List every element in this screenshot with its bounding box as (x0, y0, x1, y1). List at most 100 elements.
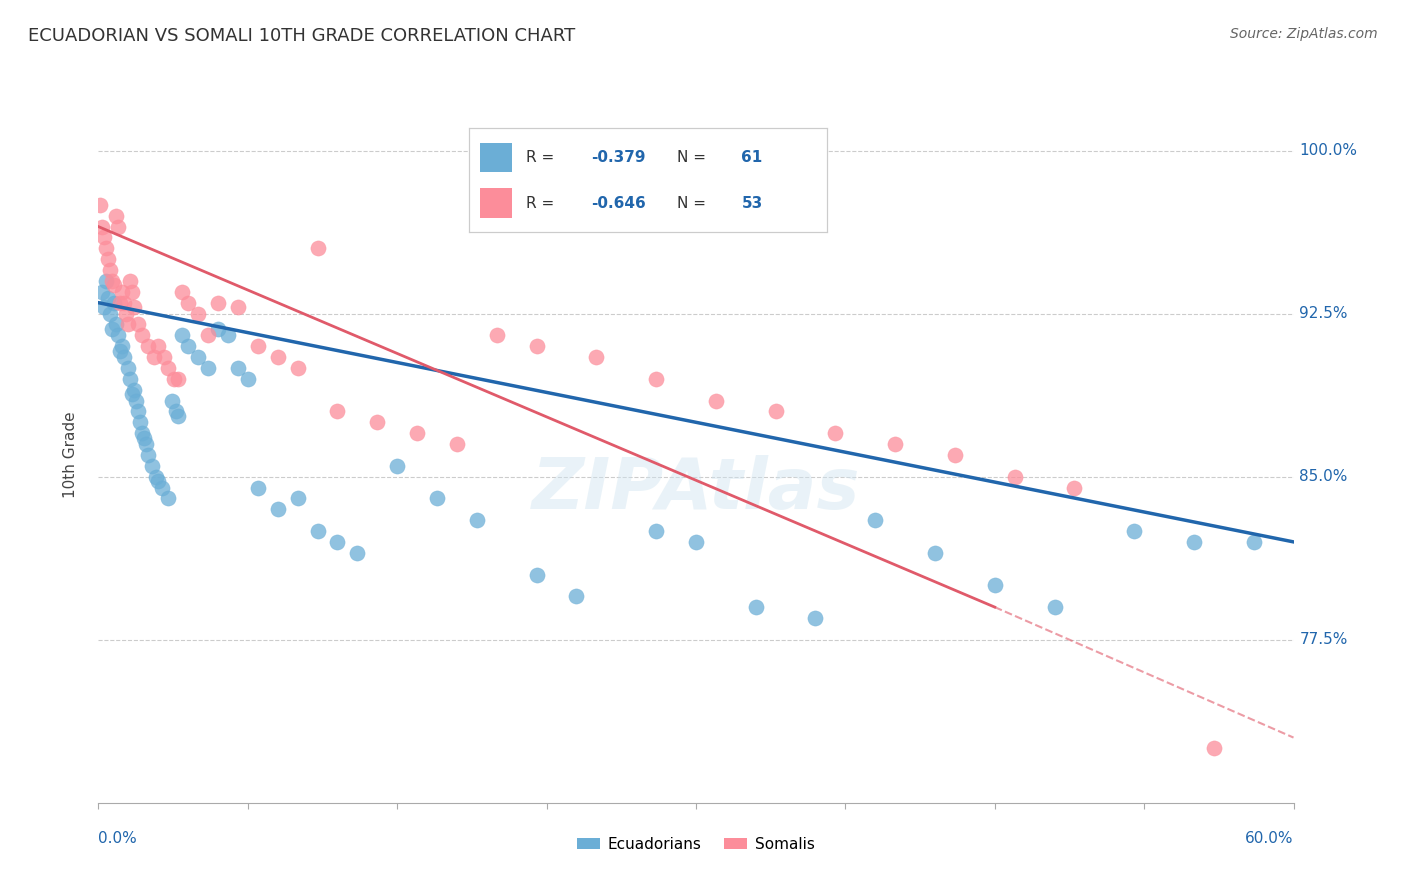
Point (824, 426, 846, 441)
Point (943, 448, 966, 462)
Point (121, 285, 143, 299)
Point (101, 322, 124, 336)
Y-axis label: 10th Grade: 10th Grade (63, 411, 77, 499)
Point (145, 469, 167, 483)
Point (267, 350, 290, 364)
Point (526, 339, 548, 353)
Point (136, 448, 159, 462)
Point (163, 372, 186, 386)
Point (167, 409, 190, 423)
Point (131, 426, 153, 441)
Point (207, 322, 229, 336)
Point (326, 404, 349, 418)
Point (326, 534, 349, 549)
Point (685, 534, 707, 549)
Point (97, 291, 120, 305)
Text: 77.5%: 77.5% (1299, 632, 1348, 648)
Point (426, 491, 449, 506)
Point (135, 437, 157, 451)
Point (1243, 534, 1265, 549)
Point (125, 393, 148, 408)
Point (1202, 741, 1225, 756)
Point (115, 307, 138, 321)
Point (117, 318, 139, 332)
Point (148, 339, 170, 353)
Text: 100.0%: 100.0% (1299, 143, 1358, 158)
Point (107, 328, 129, 343)
Point (107, 219, 129, 234)
Point (110, 343, 132, 358)
Point (93, 300, 115, 314)
Point (165, 404, 187, 418)
Point (127, 404, 149, 418)
Point (112, 295, 135, 310)
Point (124, 300, 146, 314)
Point (111, 285, 134, 299)
Point (177, 339, 200, 353)
Point (91, 285, 114, 299)
Point (246, 339, 269, 353)
Point (366, 415, 388, 429)
Point (406, 426, 429, 441)
Point (103, 278, 125, 293)
Point (96, 241, 118, 255)
Point (157, 491, 180, 506)
Point (307, 524, 329, 538)
Point (121, 387, 143, 401)
Point (924, 546, 946, 560)
Point (98, 307, 122, 321)
Point (172, 328, 194, 343)
Point (346, 546, 368, 560)
Text: 60.0%: 60.0% (1246, 830, 1294, 846)
Text: 0.0%: 0.0% (98, 830, 138, 846)
Point (153, 350, 176, 364)
Point (704, 393, 727, 408)
Point (103, 295, 125, 310)
Point (267, 502, 290, 516)
Point (96, 274, 118, 288)
Point (585, 350, 607, 364)
Point (236, 372, 259, 386)
Point (385, 458, 409, 473)
Point (98, 263, 122, 277)
Point (97, 252, 120, 267)
Point (127, 318, 149, 332)
Point (485, 328, 508, 343)
Point (884, 437, 907, 451)
Point (645, 372, 668, 386)
Point (101, 274, 124, 288)
Point (111, 339, 134, 353)
Point (167, 372, 190, 386)
Point (287, 360, 309, 375)
Point (226, 360, 249, 375)
Point (226, 300, 249, 314)
Point (134, 430, 156, 444)
Text: ZIPAtlas: ZIPAtlas (531, 455, 860, 524)
Point (160, 393, 183, 408)
Point (117, 360, 139, 375)
Point (141, 458, 163, 473)
Point (804, 611, 827, 625)
Point (143, 350, 166, 364)
Point (765, 404, 787, 418)
Point (177, 295, 200, 310)
Point (187, 350, 209, 364)
Point (172, 285, 194, 299)
Point (148, 474, 170, 488)
Point (565, 589, 588, 603)
Point (89, 198, 111, 212)
Text: Source: ZipAtlas.com: Source: ZipAtlas.com (1230, 27, 1378, 41)
Point (131, 328, 153, 343)
Point (1004, 469, 1026, 483)
Point (526, 567, 548, 582)
Point (745, 600, 768, 615)
Point (124, 383, 146, 397)
Text: ECUADORIAN VS SOMALI 10TH GRADE CORRELATION CHART: ECUADORIAN VS SOMALI 10TH GRADE CORRELAT… (28, 27, 575, 45)
Point (207, 295, 229, 310)
Point (105, 209, 128, 223)
Point (465, 513, 488, 527)
Point (307, 241, 329, 255)
Point (129, 415, 152, 429)
Point (1123, 524, 1146, 538)
Point (1063, 481, 1085, 495)
